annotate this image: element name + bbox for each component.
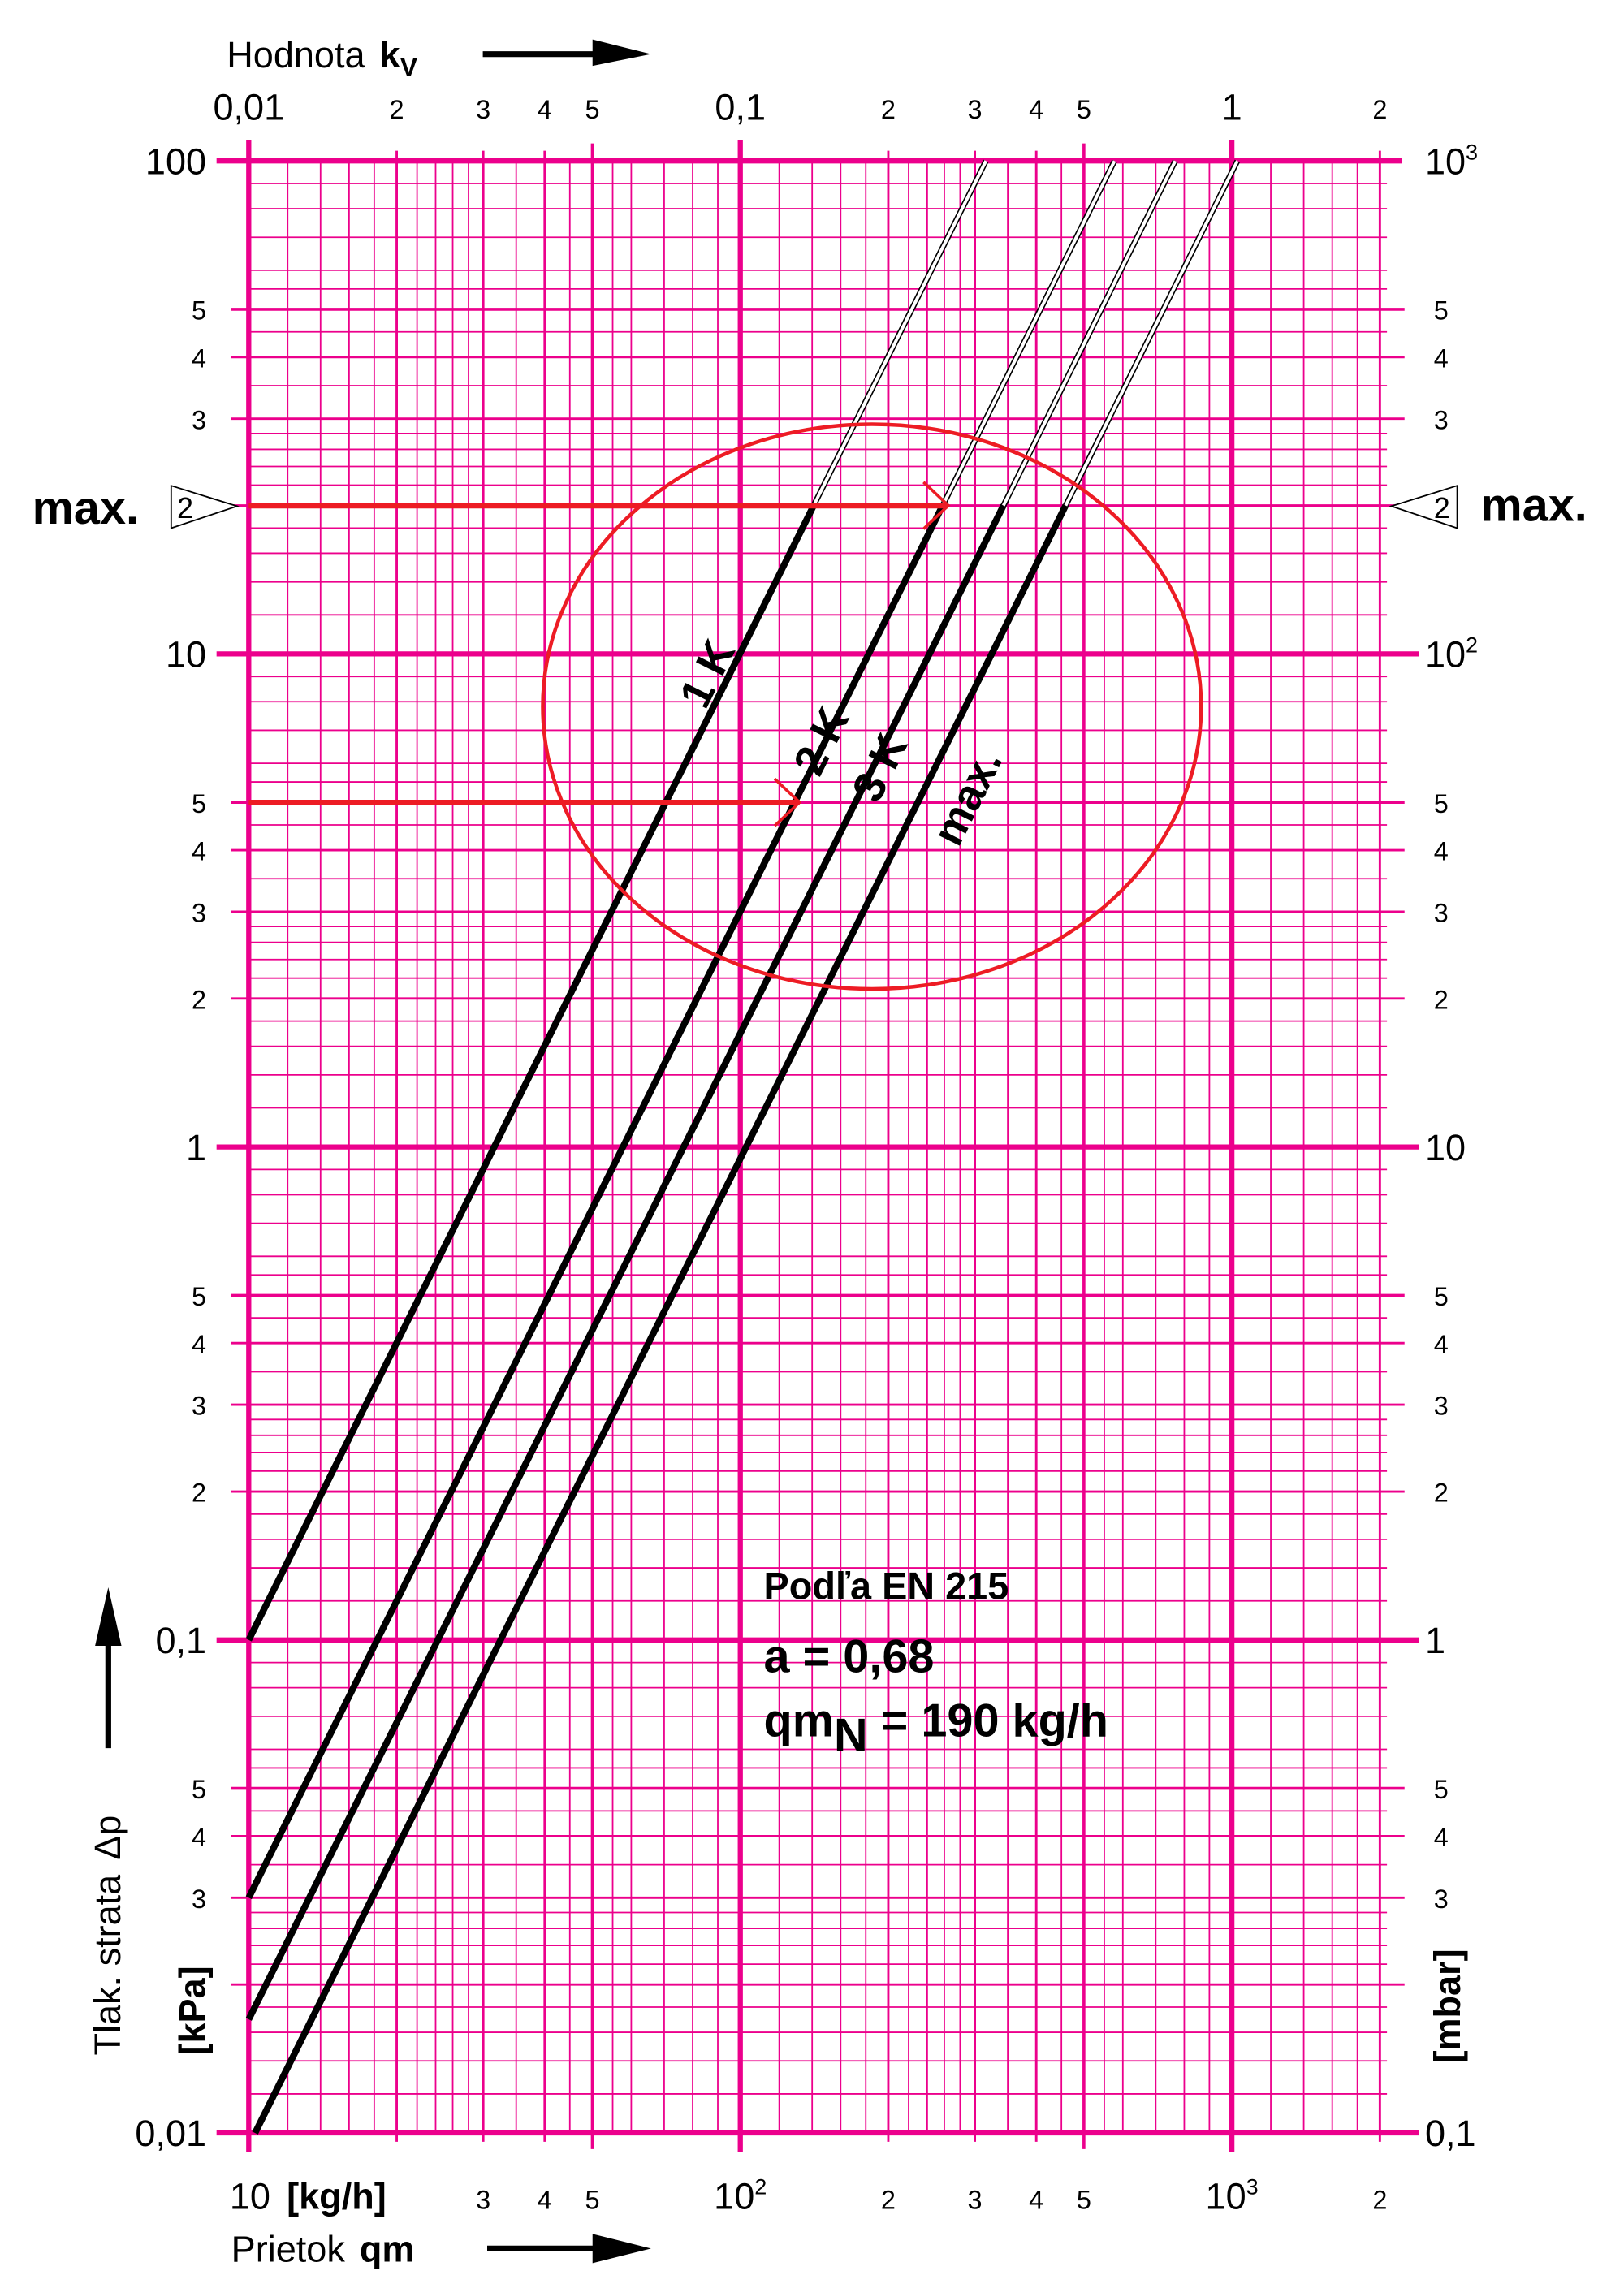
x-tick-label: 2 xyxy=(1372,2186,1387,2215)
top-tick-label: 0,1 xyxy=(715,87,766,128)
right-tick-label: 102 xyxy=(1425,633,1478,676)
top-tick-label: 2 xyxy=(390,95,404,124)
right-tick-label: 4 xyxy=(1434,1823,1449,1852)
curve-4-extension-fill xyxy=(1064,160,1239,507)
right-tick-label: 5 xyxy=(1434,1775,1449,1804)
y-tick-label: 5 xyxy=(192,789,206,818)
max-label-right: max. xyxy=(1480,479,1587,531)
x-axis-unit: [kg/h] xyxy=(287,2176,387,2217)
right-tick-label: 2 xyxy=(1434,985,1449,1014)
top-tick-label: 2 xyxy=(1372,95,1387,124)
curve-1-extension-fill xyxy=(812,160,987,507)
y-tick-label: 1 xyxy=(186,1127,206,1168)
y-tick-label: 5 xyxy=(192,296,206,326)
curve-1-solid xyxy=(245,503,817,1642)
y-tick-label: 100 xyxy=(145,140,206,182)
x-tick-label: 2 xyxy=(881,2186,896,2215)
max-marker-right: 2 max. xyxy=(1389,479,1587,531)
top-tick-label: 4 xyxy=(1029,95,1043,124)
y-tick-label: 10 xyxy=(166,634,206,676)
curve-2-extension-fill xyxy=(941,160,1116,507)
y-tick-label: 5 xyxy=(192,1282,206,1311)
y-tick-label: 3 xyxy=(192,1392,206,1421)
max-tick-right: 2 xyxy=(1434,491,1450,525)
max-triangle-left-icon xyxy=(170,484,240,529)
y-tick-label: 0,1 xyxy=(155,1620,206,1661)
right-tick-label: 5 xyxy=(1434,1282,1449,1311)
y-tick-label: 4 xyxy=(192,1823,206,1852)
right-tick-label: 3 xyxy=(1434,405,1449,434)
x-tick-label: 5 xyxy=(1077,2186,1091,2215)
top-tick-label: 3 xyxy=(968,95,983,124)
right-tick-label: 103 xyxy=(1425,140,1478,182)
right-tick-label: 1 xyxy=(1425,1620,1445,1661)
y-tick-label: 0,01 xyxy=(135,2113,206,2154)
right-tick-label: 10 xyxy=(1425,1127,1466,1168)
right-tick-label: 5 xyxy=(1434,789,1449,818)
max-label-left: max. xyxy=(32,482,139,534)
red-highlight-ellipse xyxy=(541,422,1203,991)
x-axis-title: Prietok qm xyxy=(231,2229,415,2270)
max-tick-left: 2 xyxy=(177,491,193,525)
right-tick-label: 2 xyxy=(1434,1479,1449,1508)
right-axis-unit: [mbar] xyxy=(1427,1949,1468,2062)
top-tick-label: 5 xyxy=(1077,95,1091,124)
right-tick-label: 4 xyxy=(1434,837,1449,866)
curve-4-solid xyxy=(252,503,1069,2135)
note-nominal-flow: qmN = 190 kg/h xyxy=(764,1695,1108,1762)
labels: 0,01 2 3 4 5 0,1 2 3 4 5 1 210 3 4 5 102 2 3 4 5 103 21005431… xyxy=(135,87,1478,2217)
max-marker-left: 2 max. xyxy=(32,482,240,534)
y-tick-label: 3 xyxy=(192,899,206,928)
y-tick-label: 3 xyxy=(192,405,206,434)
right-tick-label: 4 xyxy=(1434,1330,1449,1359)
red-arrow-head-icon xyxy=(922,481,951,530)
top-axis-arrow-icon xyxy=(482,39,651,67)
x-tick-label: 5 xyxy=(585,2186,599,2215)
top-tick-label: 4 xyxy=(538,95,552,124)
y-tick-label: 2 xyxy=(192,985,206,1014)
curve-label-1: 1 K xyxy=(671,632,745,715)
top-tick-label: 1 xyxy=(1222,87,1242,128)
y-tick-label: 4 xyxy=(192,343,206,373)
top-tick-label: 2 xyxy=(881,95,896,124)
right-tick-label: 3 xyxy=(1434,899,1449,928)
curve-3-extension-fill xyxy=(1002,160,1177,507)
right-tick-label: 4 xyxy=(1434,343,1449,373)
y-axis-unit: [kPa] xyxy=(171,1966,213,2055)
top-tick-label: 5 xyxy=(585,95,599,124)
top-axis-title: Hodnota kV xyxy=(227,34,417,82)
y-axis-arrow-icon xyxy=(95,1586,122,1749)
red-arrow-head-icon xyxy=(773,778,802,827)
top-tick-label: 0,01 xyxy=(213,87,284,128)
x-tick-label: 3 xyxy=(476,2186,490,2215)
x-tick-label: 102 xyxy=(714,2175,767,2217)
y-tick-label: 4 xyxy=(192,837,206,866)
y-tick-label: 3 xyxy=(192,1884,206,1914)
x-tick-label: 3 xyxy=(968,2186,983,2215)
note-authority: a = 0,68 xyxy=(764,1630,935,1682)
annotations xyxy=(248,422,1203,991)
max-triangle-right-icon xyxy=(1389,484,1458,529)
right-tick-label: 3 xyxy=(1434,1392,1449,1421)
x-tick-label: 103 xyxy=(1206,2175,1259,2217)
right-tick-label: 3 xyxy=(1434,1884,1449,1914)
y-axis-title: Tlak. strataΔp xyxy=(87,1815,128,2056)
curve-3-solid xyxy=(245,503,1007,2021)
right-tick-label: 5 xyxy=(1434,296,1449,326)
y-tick-label: 2 xyxy=(192,1479,206,1508)
y-tick-label: 4 xyxy=(192,1330,206,1359)
curve-label-3: 3 K xyxy=(843,726,917,809)
curve-2-solid xyxy=(245,503,946,1900)
x-tick-label: 4 xyxy=(538,2186,552,2215)
top-tick-label: 3 xyxy=(476,95,490,124)
x-tick-label: 10 xyxy=(230,2176,270,2217)
x-tick-label: 4 xyxy=(1029,2186,1043,2215)
curve-label-2: 2 K xyxy=(784,700,858,783)
note-standard: Podľa EN 215 xyxy=(764,1565,1009,1607)
y-tick-label: 5 xyxy=(192,1775,206,1804)
right-tick-label: 0,1 xyxy=(1425,2113,1476,2154)
x-axis-arrow-icon xyxy=(487,2234,651,2264)
